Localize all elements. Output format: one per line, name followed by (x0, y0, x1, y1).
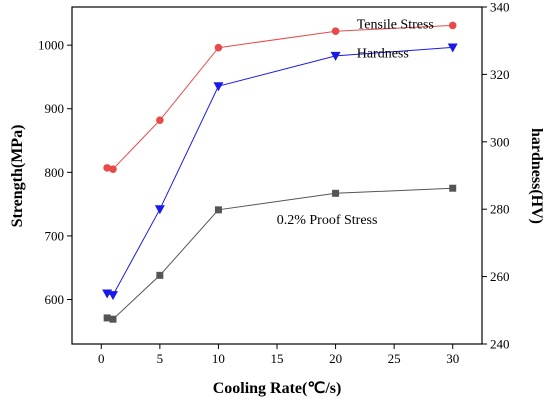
ticks-layer: 0 5 10 15 20 25 30 600 700 800 900 1000 240 260 280 300… (38, 0, 510, 366)
x-tick-label: 20 (329, 351, 342, 366)
y2-tick-label: 280 (490, 202, 510, 217)
y2-tick-label: 320 (490, 67, 510, 82)
y2-tick-label: 340 (490, 0, 510, 15)
y2-tick-label: 260 (490, 269, 510, 284)
series-label-1: Hardness (357, 46, 409, 61)
data-point (109, 165, 117, 173)
x-axis-title: Cooling Rate(℃/s) (213, 380, 342, 397)
y2-tick-label: 300 (490, 134, 510, 149)
y2-tick-label: 240 (490, 337, 510, 352)
x-tick-label: 15 (271, 351, 284, 366)
data-point (109, 315, 117, 323)
x-tick-label: 5 (157, 351, 164, 366)
data-point (103, 314, 111, 322)
y-tick-label: 700 (45, 228, 65, 243)
data-point (103, 164, 111, 172)
data-point (331, 27, 340, 35)
data-point (108, 291, 118, 301)
x-tick-label: 0 (98, 351, 105, 366)
labels-layer: Tensile Stress Hardness 0.2% Proof Stress (277, 17, 434, 228)
data-point (154, 205, 165, 215)
series-line-1 (106, 46, 453, 296)
plot-frame (71, 6, 483, 345)
data-point (332, 189, 340, 197)
data-point (449, 184, 457, 192)
series-layer (102, 21, 458, 323)
data-point (214, 43, 223, 52)
data-point (448, 21, 457, 30)
series-label-0: Tensile Stress (357, 17, 434, 32)
data-point (156, 116, 164, 124)
x-tick-label: 10 (212, 351, 225, 366)
y-tick-label: 600 (45, 292, 65, 307)
y-axis-title: Strength(MPa) (9, 125, 26, 228)
data-point (330, 51, 341, 61)
data-point (214, 206, 222, 214)
y-tick-label: 900 (45, 101, 65, 116)
series-label-2: 0.2% Proof Stress (277, 213, 378, 228)
data-point (156, 271, 164, 279)
data-point (213, 82, 224, 92)
x-tick-label: 30 (446, 351, 459, 366)
y-tick-label: 800 (45, 165, 65, 180)
y2-axis-title: hardness(HV) (528, 128, 545, 224)
y-tick-label: 1000 (38, 38, 64, 53)
data-point (447, 43, 458, 53)
x-tick-label: 25 (388, 351, 401, 366)
